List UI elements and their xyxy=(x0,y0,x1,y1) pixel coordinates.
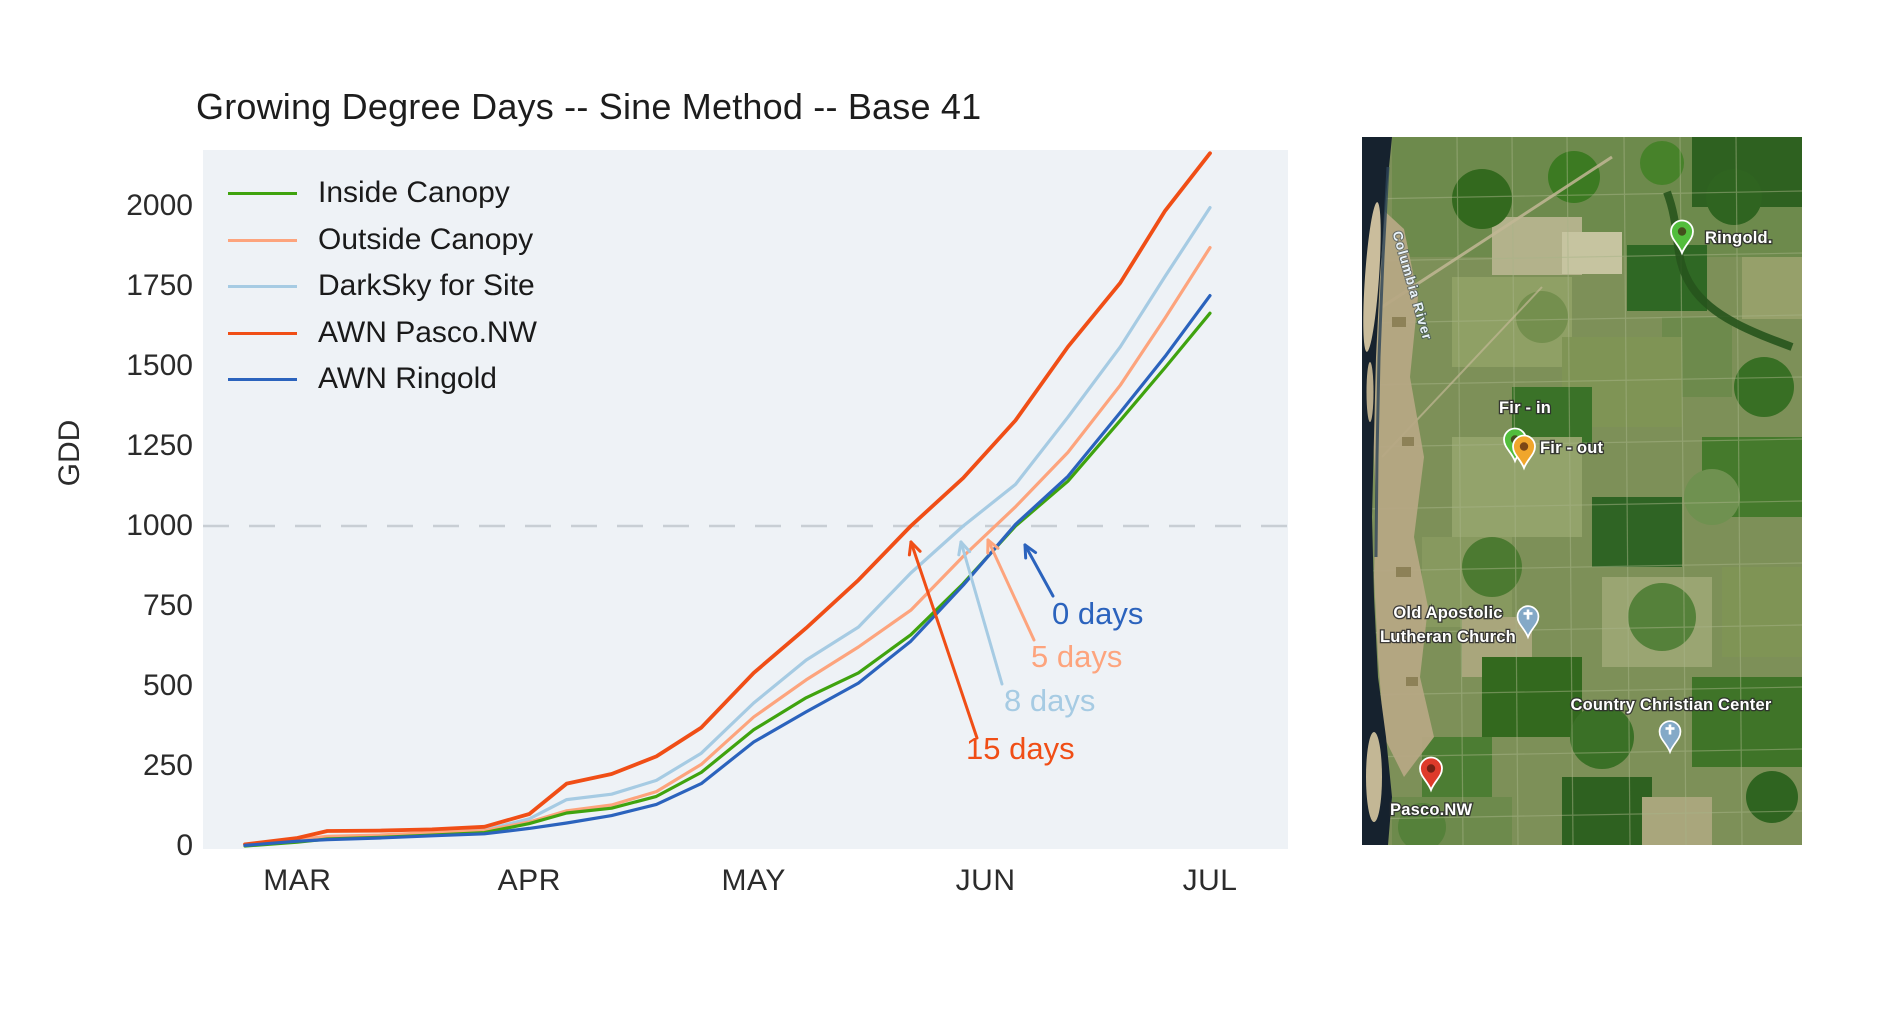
legend-label: AWN Pasco.NW xyxy=(318,315,537,349)
map-label-fir-out: Fir - out xyxy=(1540,439,1604,457)
chart-title: Growing Degree Days -- Sine Method -- Ba… xyxy=(196,86,982,127)
x-tick-label: APR xyxy=(497,864,561,897)
annotation-arrow xyxy=(986,538,1036,642)
legend-swatch-icon xyxy=(228,285,297,288)
gdd-plot xyxy=(203,150,1288,849)
annotation-5-days: 5 days xyxy=(1031,639,1123,674)
legend-label: Outside Canopy xyxy=(318,222,534,256)
x-tick-label: JUN xyxy=(955,864,1016,897)
map-label-country-christian-center: Country Christian Center xyxy=(1571,696,1772,714)
legend-swatch-icon xyxy=(228,192,297,195)
x-tick-label: JUL xyxy=(1182,864,1238,897)
y-tick-label: 750 xyxy=(142,589,193,622)
annotation-arrow xyxy=(1023,543,1055,598)
map-marker-country-christian-center[interactable] xyxy=(1658,720,1682,755)
legend-label: DarkSky for Site xyxy=(318,269,535,302)
map-markers xyxy=(1419,219,1694,793)
legend-swatch-icon xyxy=(228,378,297,381)
legend-label: AWN Ringold xyxy=(318,362,497,395)
y-tick-label: 0 xyxy=(176,829,193,862)
x-tick-label: MAY xyxy=(721,864,786,897)
map-marker-fir-out[interactable] xyxy=(1512,434,1536,471)
y-tick-label: 250 xyxy=(142,749,193,782)
map-label-ringold-: Ringold. xyxy=(1705,229,1773,247)
series-line-outside-canopy xyxy=(243,245,1212,847)
map-label-fir-in: Fir - in xyxy=(1499,399,1551,417)
legend-swatch-icon xyxy=(228,331,297,335)
annotation-15-days: 15 days xyxy=(966,731,1075,766)
y-tick-label: 500 xyxy=(142,669,193,702)
y-tick-label: 1000 xyxy=(126,509,193,542)
series-line-awn-pasco-nw xyxy=(243,151,1212,847)
map-terrain xyxy=(1362,137,1794,845)
y-tick-label: 1250 xyxy=(126,429,193,462)
annotation-0-days: 0 days xyxy=(1052,596,1144,631)
annotation-8-days: 8 days xyxy=(1004,683,1096,718)
map-marker-old-apostolic-lutheran-church[interactable] xyxy=(1516,605,1540,640)
map-marker-pasco-nw[interactable] xyxy=(1419,756,1443,793)
map-marker-ringold[interactable] xyxy=(1670,219,1694,256)
annotation-arrow xyxy=(907,540,979,740)
x-tick-label: MAR xyxy=(263,864,332,897)
legend-swatch-icon xyxy=(228,238,297,242)
map-label-pasco-nw: Pasco.NW xyxy=(1390,801,1473,819)
series-line-awn-ringold xyxy=(243,294,1212,848)
map-fields xyxy=(1362,137,1802,845)
legend-label: Inside Canopy xyxy=(318,176,510,209)
map-label-lutheran-church: Lutheran Church xyxy=(1380,628,1516,646)
annotation-arrow xyxy=(957,540,1004,686)
y-tick-label: 2000 xyxy=(126,189,193,222)
plot-background xyxy=(203,150,1288,849)
map-label-old-apostolic: Old Apostolic xyxy=(1393,604,1502,622)
y-tick-label: 1500 xyxy=(126,349,193,382)
y-tick-label: 1750 xyxy=(126,269,193,302)
